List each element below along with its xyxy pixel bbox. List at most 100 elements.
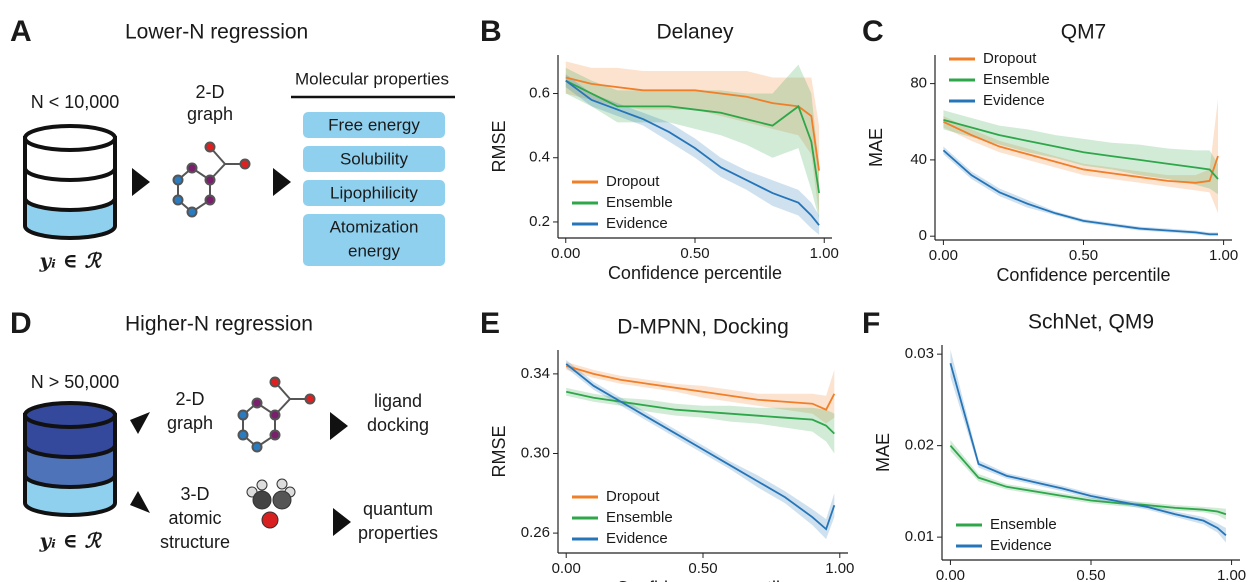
series-line xyxy=(565,363,836,531)
y-axis-label: MAE xyxy=(873,433,893,472)
panel-letter: B xyxy=(480,15,502,48)
y-tick-label: 0.02 xyxy=(905,437,934,454)
graph-label: 2-D xyxy=(175,389,204,409)
chart-title: Delaney xyxy=(656,21,734,44)
series-line xyxy=(565,365,836,411)
y-tick-label: 40 xyxy=(910,151,927,168)
error-band xyxy=(566,359,835,540)
x-tick-label: 1.00 xyxy=(825,560,854,577)
x-axis-label: Confidence percentile xyxy=(996,265,1170,285)
graph-label: graph xyxy=(167,413,213,433)
legend-label: Evidence xyxy=(990,537,1052,554)
series-line xyxy=(565,79,820,194)
y-axis-label: RMSE xyxy=(489,425,509,477)
target: yᵢ ∈ ℛ xyxy=(38,249,102,273)
property-box xyxy=(303,146,445,172)
series-line xyxy=(943,118,1219,180)
x-tick-label: 0.50 xyxy=(688,560,717,577)
count: N < 10,000 xyxy=(31,92,120,112)
y-tick-label: 0 xyxy=(919,227,927,244)
property-box xyxy=(303,180,445,206)
x-axis-label: Confidence percentile xyxy=(616,578,790,582)
series-line xyxy=(565,79,820,226)
legend-label: Dropout xyxy=(606,488,660,505)
series-line xyxy=(942,149,1218,236)
error-band xyxy=(565,61,820,216)
y-tick-label: 0.01 xyxy=(905,528,934,545)
arrow xyxy=(130,491,150,513)
error-band xyxy=(950,349,1226,543)
y-tick-label: 80 xyxy=(910,75,927,92)
legend-label: Evidence xyxy=(983,92,1045,109)
x-tick-label: 0.00 xyxy=(551,245,580,262)
chart: E D-MPNN, Docking Confidence percentile RMS… xyxy=(480,307,854,582)
y-tick-label: 0.30 xyxy=(521,444,550,461)
panel-letter: D xyxy=(10,307,32,340)
x-tick-label: 0.50 xyxy=(1069,247,1098,264)
property: energy xyxy=(348,241,400,260)
y-tick-label: 0.4 xyxy=(529,149,550,166)
property: Atomization xyxy=(330,217,419,236)
x-tick-label: 0.00 xyxy=(936,567,965,582)
y-tick-label: 0.6 xyxy=(529,84,550,101)
chart-title: SchNet, QM9 xyxy=(1028,311,1154,334)
structure-label: atomic xyxy=(168,508,221,528)
y-axis-label: RMSE xyxy=(489,120,509,172)
properties-title: Molecular properties xyxy=(295,69,449,88)
legend-label: Ensemble xyxy=(606,194,673,211)
legend-label: Ensemble xyxy=(983,71,1050,88)
chart: C QM7 Confidence percentile MAE 0.00 0.50 1.00… xyxy=(862,15,1238,285)
legend-label: Evidence xyxy=(606,530,668,547)
panel-title: Lower-N regression xyxy=(125,21,308,44)
property: Lipophilicity xyxy=(330,183,418,202)
y-tick-label: 0.2 xyxy=(529,213,550,230)
molecule xyxy=(172,141,251,218)
graph-label: graph xyxy=(187,104,233,124)
chart-title: QM7 xyxy=(1061,21,1107,44)
panel-letter: F xyxy=(862,307,880,340)
series-line xyxy=(943,120,1219,184)
panel-title: Higher-N regression xyxy=(125,313,313,336)
graph-label: 2-D xyxy=(195,82,224,102)
structure-label: 3-D xyxy=(180,484,209,504)
count: N > 50,000 xyxy=(31,372,120,392)
legend-label: Ensemble xyxy=(606,509,673,526)
legend-label: Dropout xyxy=(606,173,660,190)
arrow xyxy=(132,168,150,196)
panel-letter: C xyxy=(862,15,884,48)
legend-label: Evidence xyxy=(606,215,668,232)
y-tick-label: 0.03 xyxy=(905,345,934,362)
y-tick-label: 0.34 xyxy=(521,365,550,382)
chart-title: D-MPNN, Docking xyxy=(617,316,789,339)
structure-label: structure xyxy=(160,532,230,552)
panel-letter: A xyxy=(10,15,32,48)
y-axis-label: MAE xyxy=(866,128,886,167)
molecule xyxy=(237,376,316,453)
database xyxy=(23,401,117,517)
arrow xyxy=(130,412,150,434)
y-tick-label: 0.26 xyxy=(521,524,550,541)
arrow xyxy=(330,412,348,440)
error-band xyxy=(950,440,1226,520)
panel-d: D Higher-N regression N > 50,000 yᵢ ∈ ℛ … xyxy=(10,307,438,553)
x-tick-label: 0.00 xyxy=(552,560,581,577)
task: properties xyxy=(358,523,438,543)
property-box xyxy=(303,214,445,266)
x-tick-label: 1.00 xyxy=(810,245,839,262)
property: Solubility xyxy=(340,149,409,168)
task: docking xyxy=(367,415,429,435)
task: ligand xyxy=(374,391,422,411)
series-line xyxy=(949,445,1227,516)
error-band xyxy=(566,361,835,424)
task: quantum xyxy=(363,499,433,519)
database xyxy=(23,124,117,240)
x-tick-label: 0.50 xyxy=(1076,567,1105,582)
arrow xyxy=(333,508,351,536)
x-tick-label: 0.00 xyxy=(929,247,958,264)
property: Free energy xyxy=(328,115,420,134)
panel-letter: E xyxy=(480,307,500,340)
target: yᵢ ∈ ℛ xyxy=(38,529,102,553)
x-tick-label: 1.00 xyxy=(1217,567,1246,582)
